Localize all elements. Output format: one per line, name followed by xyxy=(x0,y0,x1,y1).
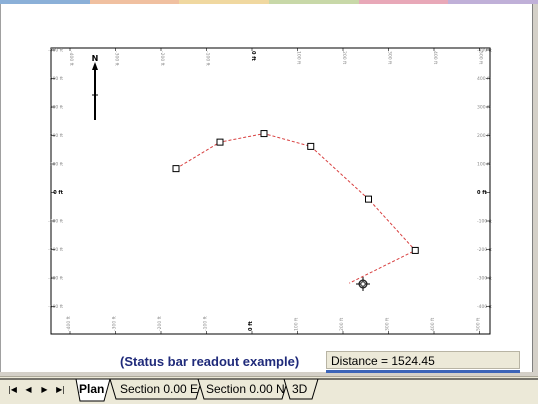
right-tick-label: 100 ft xyxy=(477,162,491,168)
top-tick-label: 100 ft xyxy=(296,51,302,65)
right-tick-label: 0 ft xyxy=(477,190,487,196)
plot-border xyxy=(50,47,491,335)
survey-stations[interactable] xyxy=(172,130,419,254)
bottom-tick-label: -300 ft xyxy=(112,316,118,331)
bottom-tick-label: -400 ft xyxy=(66,316,72,331)
top-strip-segment xyxy=(89,0,180,4)
top-tick-label: -300 ft xyxy=(114,51,120,66)
status-bar-readout-panel: Distance = 1524.45 xyxy=(326,351,520,369)
top-tick-label: 500 ft xyxy=(478,51,484,65)
bottom-tick-label: 100 ft xyxy=(294,317,300,331)
left-tick-label: -400 ft xyxy=(48,304,63,310)
north-arrow-label: N xyxy=(92,54,99,63)
top-tick-label: 0 ft xyxy=(250,51,256,61)
right-tick-label: -300 ft xyxy=(477,276,492,282)
window-top-strip xyxy=(0,0,538,4)
right-tick-label: 200 ft xyxy=(477,133,491,139)
right-tick-label: -100 ft xyxy=(477,219,492,225)
bottom-tick-labels: -400 ft -300 ft -200 ft -100 ft 0 ft 100 ft 20… xyxy=(66,316,482,334)
top-tick-label: 200 ft xyxy=(341,51,347,65)
tab-section-north[interactable]: Section 0.00 N xyxy=(206,382,285,396)
top-tick-label: -400 ft xyxy=(68,51,74,66)
right-tick-label: 400 ft xyxy=(477,76,491,82)
top-tick-label: -100 ft xyxy=(205,51,211,66)
left-tick-label: 400 ft xyxy=(50,76,64,82)
crosshair-cursor-icon xyxy=(356,277,370,291)
survey-station-marker[interactable] xyxy=(172,165,180,173)
bottom-tick-label: 400 ft xyxy=(430,317,436,331)
left-tick-label: -300 ft xyxy=(48,276,63,282)
bottom-tick-label: 200 ft xyxy=(339,317,345,331)
top-strip-segment xyxy=(448,0,538,4)
window-left-border xyxy=(0,4,1,376)
last-page-icon[interactable]: ▶| xyxy=(56,385,65,394)
right-tick-label: -400 ft xyxy=(477,304,492,310)
left-tick-labels: -400 ft 400 ft 300 ft 200 ft 100 ft 0 ft -100 … xyxy=(48,48,64,311)
survey-station-marker[interactable] xyxy=(411,246,419,254)
left-tick-label: 200 ft xyxy=(50,133,64,139)
tab-shapes xyxy=(0,378,538,402)
bottom-tick-label: 0 ft xyxy=(248,321,254,331)
status-bar-readout-caption: (Status bar readout example) xyxy=(120,354,300,369)
survey-station-marker[interactable] xyxy=(307,142,315,150)
left-tick-label: 100 ft xyxy=(50,162,64,168)
plan-view-plot[interactable]: -400 ft 400 ft 300 ft 200 ft 100 ft 0 ft -100 … xyxy=(0,0,538,376)
left-tick-label: 0 ft xyxy=(53,190,63,196)
first-page-icon[interactable]: |◀ xyxy=(8,385,17,394)
right-tick-label: -400 ft xyxy=(477,48,492,54)
left-tick-label: -400 ft xyxy=(48,48,63,54)
top-tick-labels: -400 ft -300 ft -200 ft -100 ft 0 ft 100 ft 20… xyxy=(68,48,484,66)
left-tick-label: -200 ft xyxy=(48,247,63,253)
window-right-scroll-border[interactable] xyxy=(532,4,538,376)
top-strip-segment xyxy=(179,0,269,4)
right-tick-labels: -400 ft 400 ft 300 ft 200 ft 100 ft 0 ft -100 … xyxy=(477,48,492,311)
tab-plan[interactable]: Plan xyxy=(79,382,105,396)
prev-page-icon[interactable]: ◀ xyxy=(25,385,32,394)
tab-section-east[interactable]: Section 0.00 E xyxy=(120,382,199,396)
tab-3d[interactable]: 3D xyxy=(292,382,308,396)
status-bar-accent xyxy=(326,370,520,373)
survey-station-marker[interactable] xyxy=(260,130,268,138)
left-tick-label: 300 ft xyxy=(50,105,64,111)
survey-station-marker[interactable] xyxy=(216,138,224,146)
right-tick-label: 300 ft xyxy=(477,105,491,111)
right-tick-label: -200 ft xyxy=(477,247,492,253)
left-tick-label: -100 ft xyxy=(48,219,63,225)
north-arrow-icon: N xyxy=(92,54,99,120)
survey-station-marker[interactable] xyxy=(365,195,372,203)
next-page-icon[interactable]: ▶ xyxy=(41,385,48,394)
bottom-tick-label: 300 ft xyxy=(385,317,391,331)
distance-readout: Distance = 1524.45 xyxy=(331,354,435,368)
bottom-tick-label: -200 ft xyxy=(157,316,163,331)
top-tick-label: 400 ft xyxy=(432,51,438,65)
sheet-tab-bar: |◀ ◀ ▶ ▶| Plan Section 0.00 E Section 0.… xyxy=(0,376,538,404)
top-strip-segment xyxy=(268,0,359,4)
top-strip-segment xyxy=(0,0,90,4)
top-strip-segment xyxy=(358,0,449,4)
bottom-tick-label: 500 ft xyxy=(476,317,482,331)
bottom-tick-label: -100 ft xyxy=(203,316,209,331)
top-tick-label: -200 ft xyxy=(159,51,165,66)
top-tick-label: 300 ft xyxy=(387,51,393,65)
window-bottom-border xyxy=(0,372,538,376)
